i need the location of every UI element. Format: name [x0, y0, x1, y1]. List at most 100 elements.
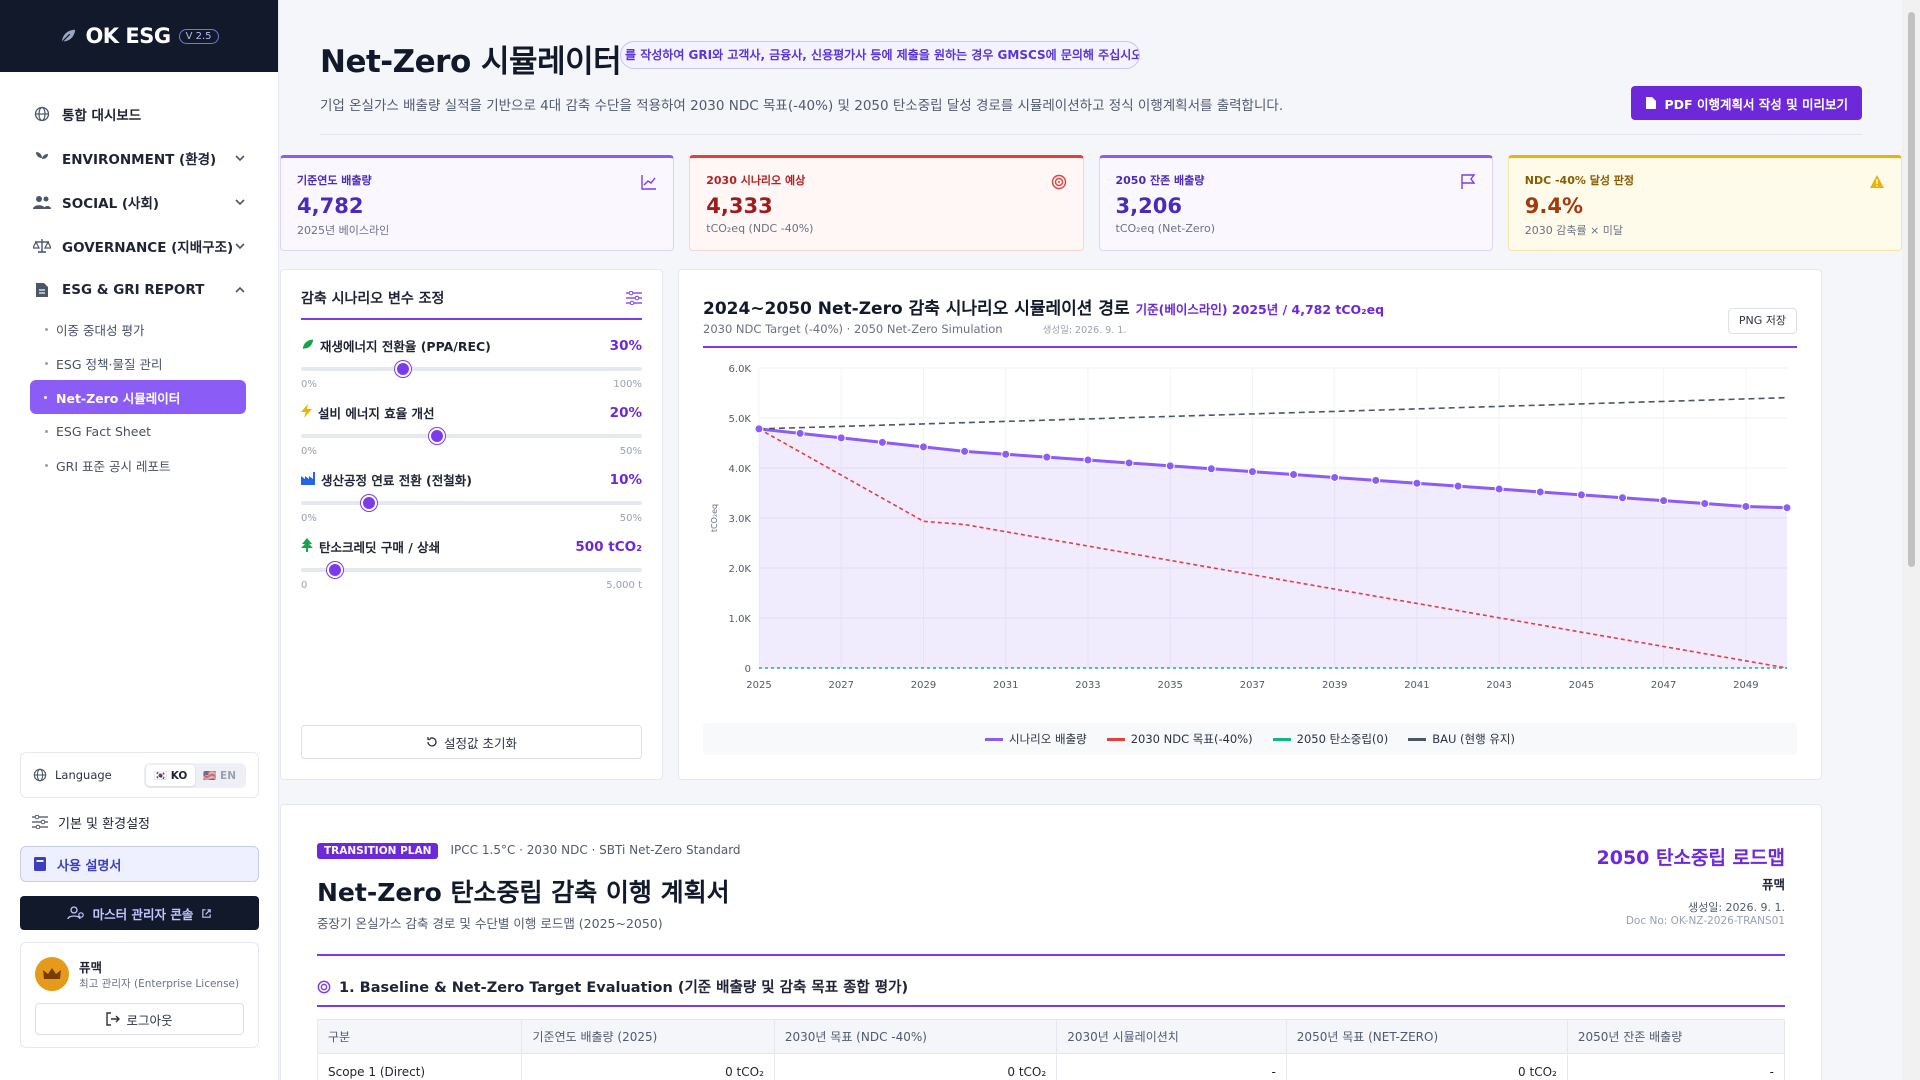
chart-title: 2024~2050 Net-Zero 감축 시나리오 시뮬레이션 경로 — [703, 299, 1130, 319]
target-icon — [1051, 174, 1066, 190]
submenu-policy[interactable]: ESG 정책·물질 관리 — [42, 346, 258, 380]
kpi-2050-residual: 2050 잔존 배출량 3,206 tCO₂eq (Net-Zero) — [1098, 155, 1493, 251]
x-tick-label: 2043 — [1486, 680, 1511, 691]
legend-item[interactable]: 2030 NDC 목표(-40%) — [1106, 731, 1253, 747]
slider-label: 설비 에너지 효율 개선 — [318, 406, 435, 421]
x-tick-label: 2035 — [1157, 680, 1182, 691]
png-save-button[interactable]: PNG 저장 — [1727, 308, 1797, 334]
pdf-preview-button[interactable]: PDF 이행계획서 작성 및 미리보기 — [1630, 86, 1862, 120]
series-line-1 — [758, 428, 1788, 669]
book-icon — [34, 857, 46, 871]
sidebar-footer: Language 🇰🇷 KO 🇺🇸 EN 기본 및 환경설정 사용 설명서 마스… — [20, 752, 259, 1080]
slider-track[interactable] — [301, 428, 642, 444]
x-tick-label: 2039 — [1322, 680, 1347, 691]
lang-en-button[interactable]: 🇺🇸 EN — [203, 769, 236, 782]
external-link-icon — [202, 908, 212, 918]
slider-min: 0% — [301, 379, 317, 390]
legend-label: 2030 NDC 목표(-40%) — [1130, 732, 1253, 746]
sidebar-item-esg-report[interactable]: ESG & GRI REPORT — [20, 268, 258, 312]
sidebar-item-environment[interactable]: ENVIRONMENT (환경) — [20, 136, 258, 180]
y-tick-label: 4.0K — [729, 464, 752, 475]
sprout-icon — [32, 148, 52, 168]
master-console-button[interactable]: 마스터 관리자 콘솔 — [20, 896, 259, 930]
scenario-point — [1700, 499, 1710, 509]
slider-value: 10% — [609, 471, 642, 488]
slider-3: 탄소크레딧 구매 / 상쇄 500 tCO₂ 0 5,000 t — [301, 537, 642, 591]
brand-header[interactable]: OK ESG V 2.5 — [0, 0, 278, 72]
sidebar-item-dashboard[interactable]: 통합 대시보드 — [20, 92, 258, 136]
reset-label: 설정값 초기화 — [444, 735, 517, 751]
chart-divider — [703, 346, 1797, 348]
legend-item[interactable]: 2050 탄소중립(0) — [1272, 731, 1389, 747]
sliders-icon[interactable] — [626, 291, 642, 305]
submenu-gri-report[interactable]: GRI 표준 공시 레포트 — [42, 448, 258, 482]
scenario-point — [1083, 455, 1093, 465]
kpi-label: 2050 잔존 배출량 — [1115, 174, 1205, 187]
slider-max: 5,000 t — [606, 580, 642, 591]
submenu-factsheet[interactable]: ESG Fact Sheet — [42, 414, 258, 448]
slider-track[interactable] — [301, 495, 642, 511]
sliders-icon — [32, 815, 48, 829]
slider-max: 50% — [619, 446, 642, 457]
slider-thumb[interactable] — [327, 562, 344, 578]
scenario-point — [1659, 496, 1669, 506]
kpi-label: 2030 시나리오 예상 — [706, 174, 806, 187]
table-header: 기준연도 배출량 (2025) — [521, 1019, 775, 1054]
report-subtitle: 중장기 온실가스 감축 경로 및 수단별 이행 로드맵 (2025~2050) — [317, 916, 663, 931]
lang-ko-button[interactable]: 🇰🇷 KO — [145, 764, 196, 786]
slider-thumb[interactable] — [361, 495, 378, 511]
sidebar-item-social[interactable]: SOCIAL (사회) — [20, 180, 258, 224]
logout-label: 로그아웃 — [126, 1012, 173, 1028]
scenario-point — [1741, 501, 1751, 511]
scenario-point — [1330, 472, 1340, 482]
pdf-button-label: PDF 이행계획서 작성 및 미리보기 — [1664, 96, 1848, 112]
logout-button[interactable]: 로그아웃 — [35, 1003, 244, 1035]
submenu-netzero[interactable]: Net-Zero 시뮬레이터 — [30, 380, 246, 414]
table-cell: - — [1056, 1053, 1287, 1080]
y-tick-label: 6.0K — [729, 364, 752, 375]
scenario-point — [1371, 475, 1381, 485]
sidebar-item-governance[interactable]: GOVERNANCE (지배구조) — [20, 224, 258, 268]
scenario-point — [1165, 461, 1175, 471]
globe-icon — [32, 104, 52, 124]
scrollbar-thumb[interactable] — [1908, 12, 1915, 567]
scenario-point — [1618, 493, 1628, 503]
report-created-date: 생성일: 2026. 9. 1. — [1687, 901, 1785, 914]
scenario-point — [1782, 503, 1792, 513]
kpi-sub: 2030 감축률 × 미달 — [1524, 224, 1624, 237]
kpi-label: 기준연도 배출량 — [297, 174, 372, 187]
manual-link[interactable]: 사용 설명서 — [20, 846, 259, 882]
language-toggle: 🇰🇷 KO 🇺🇸 EN — [143, 762, 246, 788]
kpi-cards: 기준연도 배출량 4,782 2025년 베이스라인 2030 시나리오 예상 … — [280, 155, 1902, 251]
slider-thumb[interactable] — [395, 361, 412, 377]
x-tick-label: 2027 — [829, 680, 854, 691]
slider-0: 재생에너지 전환율 (PPA/REC) 30% 0% 100% — [301, 336, 642, 390]
legend-item[interactable]: BAU (현행 유지) — [1408, 731, 1515, 747]
slider-track[interactable] — [301, 361, 642, 377]
reset-button[interactable]: 설정값 초기화 — [301, 725, 642, 759]
settings-link[interactable]: 기본 및 환경설정 — [20, 804, 259, 840]
table-row: Scope 1 (Direct) 0 tCO₂ 0 tCO₂ -0 tCO₂ - — [316, 1053, 1786, 1080]
x-tick-label: 2045 — [1569, 680, 1594, 691]
y-axis-label: tCO₂eq — [710, 504, 719, 532]
legend-label: 2050 탄소중립(0) — [1296, 732, 1389, 746]
y-tick-label: 0 — [745, 664, 751, 675]
submenu-materiality[interactable]: 이중 중대성 평가 — [42, 312, 258, 346]
scenario-point — [918, 442, 928, 452]
scrollbar[interactable] — [1902, 0, 1920, 1080]
sidebar-item-label: 통합 대시보드 — [62, 108, 142, 124]
report-standards: IPCC 1.5°C · 2030 NDC · SBTi Net-Zero St… — [450, 843, 741, 857]
main-nav: 통합 대시보드 ENVIRONMENT (환경) SOCIAL (사회) GOV… — [0, 72, 278, 482]
settings-label: 기본 및 환경설정 — [58, 816, 150, 832]
scenario-point — [1289, 470, 1299, 480]
slider-thumb[interactable] — [429, 428, 446, 444]
legend-swatch — [1272, 738, 1291, 741]
scale-icon — [32, 236, 52, 256]
legend-item[interactable]: 시나리오 배출량 — [985, 731, 1087, 747]
slider-track[interactable] — [301, 562, 642, 578]
target-icon — [317, 980, 331, 993]
x-tick-label: 2041 — [1404, 680, 1429, 691]
slider-min: 0% — [301, 446, 317, 457]
table-cell: 0 tCO₂ — [1285, 1053, 1568, 1080]
legend-swatch — [1106, 738, 1125, 741]
